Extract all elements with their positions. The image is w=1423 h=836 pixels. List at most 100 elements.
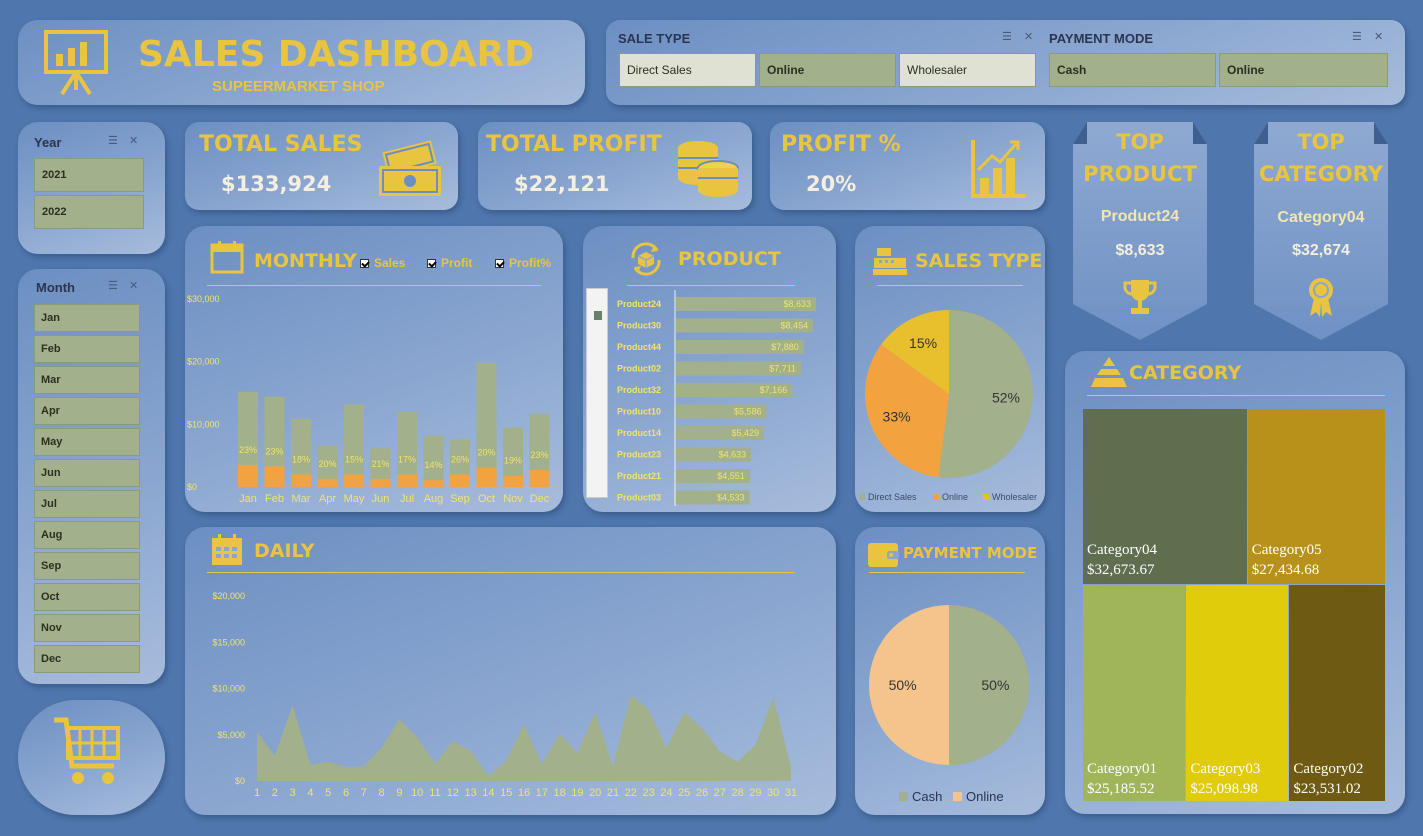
kpi-total-sales-label: TOTAL SALES bbox=[199, 132, 363, 157]
profit-pct-label: 23% bbox=[530, 450, 548, 460]
x-tick-label: Feb bbox=[265, 493, 284, 505]
slicer-wholesaler[interactable]: Wholesaler bbox=[899, 53, 1036, 87]
slicer-direct-sales[interactable]: Direct Sales bbox=[619, 53, 756, 87]
kpi-total-sales-value: $133,924 bbox=[221, 172, 332, 196]
pie-label: 52% bbox=[992, 390, 1020, 406]
slicer-month-dec[interactable]: Dec bbox=[34, 645, 140, 673]
treemap-category-name: Category04 bbox=[1087, 542, 1157, 559]
pie-slice bbox=[869, 605, 949, 765]
x-tick-label: 8 bbox=[379, 787, 385, 799]
kpi-total-profit-label: TOTAL PROFIT bbox=[486, 132, 662, 157]
x-tick-label: 30 bbox=[767, 787, 779, 799]
treemap-category-name: Category03 bbox=[1190, 760, 1261, 777]
y-tick-label: $0 bbox=[235, 776, 245, 786]
slicer-month-nov[interactable]: Nov bbox=[34, 614, 140, 642]
multi-select-icon[interactable]: ☰ bbox=[1352, 31, 1362, 43]
x-tick-label: 12 bbox=[447, 787, 459, 799]
product-bar bbox=[676, 383, 793, 397]
clear-filter-icon[interactable]: ✕ bbox=[1374, 31, 1384, 43]
profit-bar bbox=[423, 480, 444, 487]
slicer-month-aug[interactable]: Aug bbox=[34, 521, 140, 549]
slicer-online[interactable]: Online bbox=[759, 53, 896, 87]
x-tick-label: 13 bbox=[464, 787, 476, 799]
product-bar bbox=[676, 447, 752, 462]
treemap-category-value: $25,185.52 bbox=[1087, 780, 1155, 797]
product-value-label: $4,551 bbox=[717, 471, 745, 481]
clear-filter-icon[interactable]: ✕ bbox=[129, 280, 139, 292]
page-title: SALES DASHBOARD bbox=[138, 34, 535, 75]
x-tick-label: 2 bbox=[272, 787, 278, 799]
slicer-month-apr[interactable]: Apr bbox=[34, 397, 140, 425]
slicer-month-may[interactable]: May bbox=[34, 428, 140, 456]
pie-slice bbox=[938, 310, 1033, 478]
legend-profit-pct[interactable]: Profit% bbox=[495, 256, 551, 270]
daily-area bbox=[257, 694, 791, 781]
pie-label: 50% bbox=[889, 677, 917, 693]
sales-type-underline bbox=[877, 285, 1023, 286]
treemap-category-name: Category01 bbox=[1087, 760, 1157, 777]
profit-pct-label: 19% bbox=[504, 456, 522, 466]
clear-filter-icon[interactable]: ✕ bbox=[129, 135, 139, 147]
month-slicer-title: Month bbox=[36, 280, 75, 295]
growth-chart-icon bbox=[971, 140, 1026, 198]
category-title: CATEGORY bbox=[1129, 362, 1242, 384]
slicer-month-sep[interactable]: Sep bbox=[34, 552, 140, 580]
slicer-cash[interactable]: Cash bbox=[1049, 53, 1216, 87]
top-category-ribbon: TOP CATEGORY Category04 $32,674 bbox=[1254, 122, 1388, 342]
profit-bar bbox=[344, 474, 364, 487]
slicer-year-2021[interactable]: 2021 bbox=[34, 158, 144, 192]
multi-select-icon[interactable]: ☰ bbox=[1002, 31, 1012, 43]
pie-label: 15% bbox=[909, 335, 937, 351]
coins-icon bbox=[678, 141, 739, 197]
profit-bar bbox=[397, 474, 417, 487]
top-product-name: Product24 bbox=[1100, 208, 1180, 225]
slicer-year-2022[interactable]: 2022 bbox=[34, 195, 144, 229]
page-subtitle: SUPEERMARKET SHOP bbox=[212, 78, 385, 95]
product-value-label: $4,633 bbox=[719, 450, 747, 460]
slicer-month-oct[interactable]: Oct bbox=[34, 583, 140, 611]
scrollbar-thumb[interactable] bbox=[594, 311, 602, 320]
monthly-panel: MONTHLY Sales Profit Profit% $0 $10,000 $2… bbox=[185, 226, 563, 512]
sales-bar bbox=[291, 418, 311, 487]
sales-bar bbox=[476, 362, 497, 487]
slicer-month-feb[interactable]: Feb bbox=[34, 335, 140, 363]
top-product-ribbon: TOP PRODUCT Product24 $8,633 bbox=[1073, 122, 1207, 342]
product-bar bbox=[676, 340, 804, 354]
x-tick-label: 24 bbox=[660, 787, 672, 799]
pie-slice bbox=[865, 344, 949, 478]
daily-title: DAILY bbox=[254, 540, 315, 562]
monthly-chart: $0 $10,000 $20,000 $30,000 23% Jan 23% Feb 18% Ma… bbox=[187, 294, 550, 505]
legend-sales[interactable]: Sales bbox=[360, 256, 405, 270]
product-bar bbox=[676, 361, 802, 376]
x-tick-label: Sep bbox=[450, 493, 470, 505]
product-scrollbar[interactable] bbox=[586, 288, 608, 498]
pie-label: 33% bbox=[883, 409, 911, 425]
slicer-month-mar[interactable]: Mar bbox=[34, 366, 140, 394]
slicer-month-jul[interactable]: Jul bbox=[34, 490, 140, 518]
x-tick-label: Apr bbox=[319, 493, 336, 505]
legend-profit[interactable]: Profit bbox=[427, 256, 472, 270]
multi-select-icon[interactable]: ☰ bbox=[108, 280, 118, 292]
payment-mode-pie: 50% 50% Cash Online bbox=[869, 605, 1029, 804]
y-tick-label: $5,000 bbox=[217, 730, 245, 740]
slicer-payment-online[interactable]: Online bbox=[1219, 53, 1388, 87]
award-icon bbox=[1309, 278, 1333, 317]
multi-select-icon[interactable]: ☰ bbox=[108, 135, 118, 147]
y-tick-label: $15,000 bbox=[212, 637, 245, 647]
legend-swatch bbox=[983, 494, 989, 500]
clear-filter-icon[interactable]: ✕ bbox=[1024, 31, 1034, 43]
legend-label: Cash bbox=[912, 789, 942, 804]
product-underline bbox=[627, 285, 795, 286]
slicer-month-jan[interactable]: Jan bbox=[34, 304, 140, 332]
treemap-category-name: Category05 bbox=[1251, 542, 1322, 559]
x-tick-label: 7 bbox=[361, 787, 367, 799]
profit-bar bbox=[291, 474, 311, 487]
y-tick-label: $10,000 bbox=[212, 684, 245, 694]
daily-panel: DAILY $0 $5,000 $10,000 $15,000 $20,000 1 2 3 4 5… bbox=[185, 527, 836, 815]
slicer-month-jun[interactable]: Jun bbox=[34, 459, 140, 487]
sales-bar bbox=[238, 391, 258, 487]
product-bar bbox=[676, 318, 814, 333]
y-tick-label: $20,000 bbox=[212, 591, 245, 601]
profit-pct-label: 20% bbox=[477, 448, 495, 458]
y-tick-label: $10,000 bbox=[187, 419, 220, 429]
